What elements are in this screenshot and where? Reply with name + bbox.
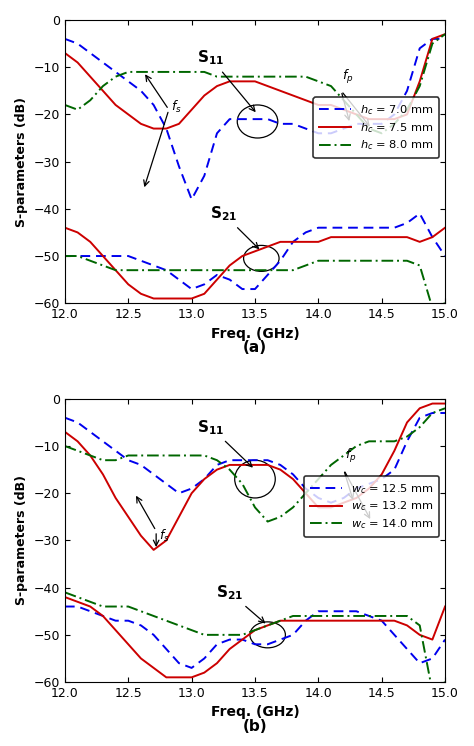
- Text: $\mathbf{S_{11}}$: $\mathbf{S_{11}}$: [197, 418, 252, 467]
- Legend: $\boldsymbol{w_c}$ = 12.5 mm, $\boldsymbol{w_c}$ = 13.2 mm, $\boldsymbol{w_c}$ =: $\boldsymbol{w_c}$ = 12.5 mm, $\boldsymb…: [304, 476, 439, 537]
- Text: $f_p$: $f_p$: [345, 447, 356, 465]
- Text: $f_s$: $f_s$: [159, 527, 170, 544]
- Text: (a): (a): [243, 340, 267, 355]
- Y-axis label: S-parameters (dB): S-parameters (dB): [15, 97, 28, 227]
- Y-axis label: S-parameters (dB): S-parameters (dB): [15, 475, 28, 606]
- X-axis label: Freq. (GHz): Freq. (GHz): [210, 327, 300, 341]
- Text: $\mathbf{S_{21}}$: $\mathbf{S_{21}}$: [210, 204, 258, 248]
- Legend: $\boldsymbol{h_c}$ = 7.0 mm, $\boldsymbol{h_c}$ = 7.5 mm, $\boldsymbol{h_c}$ = 8: $\boldsymbol{h_c}$ = 7.0 mm, $\boldsymbo…: [313, 97, 439, 158]
- Text: $\mathbf{S_{11}}$: $\mathbf{S_{11}}$: [197, 48, 255, 111]
- Text: $f_s$: $f_s$: [172, 99, 182, 116]
- X-axis label: Freq. (GHz): Freq. (GHz): [210, 706, 300, 719]
- Text: $\mathbf{S_{21}}$: $\mathbf{S_{21}}$: [216, 583, 264, 623]
- Text: (b): (b): [243, 719, 267, 734]
- Text: $f_p$: $f_p$: [342, 68, 354, 86]
